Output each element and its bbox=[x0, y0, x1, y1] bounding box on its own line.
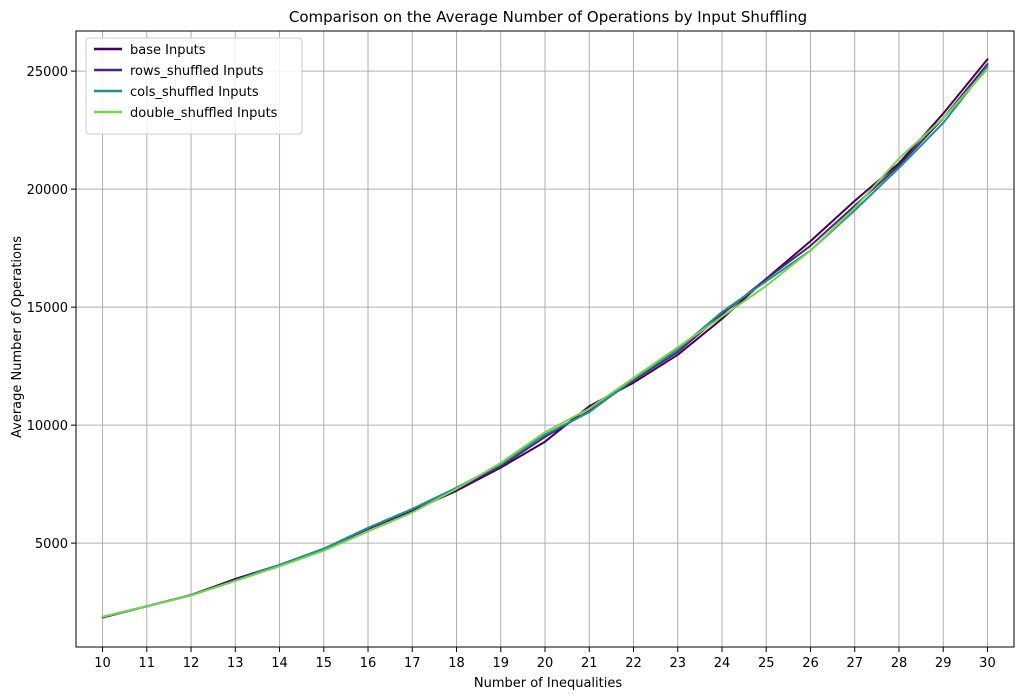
x-tick-label: 14 bbox=[271, 656, 288, 671]
x-tick-label: 30 bbox=[979, 656, 996, 671]
x-tick-label: 15 bbox=[316, 656, 333, 671]
y-axis: 5000 10000 15000 20000 25000 bbox=[27, 65, 76, 552]
x-tick-label: 10 bbox=[94, 656, 111, 671]
y-tick-label: 20000 bbox=[27, 183, 68, 198]
x-tick-label: 24 bbox=[714, 656, 731, 671]
x-tick-label: 19 bbox=[492, 656, 509, 671]
x-tick-label: 23 bbox=[669, 656, 686, 671]
series-layer bbox=[101, 58, 989, 619]
x-tick-label: 25 bbox=[758, 656, 775, 671]
legend-label-3: double_shuffled Inputs bbox=[130, 106, 278, 121]
chart-title: Comparison on the Average Number of Oper… bbox=[289, 8, 807, 26]
y-tick-label: 10000 bbox=[27, 419, 68, 434]
x-tick-label: 22 bbox=[625, 656, 642, 671]
x-axis-label: Number of Inequalities bbox=[474, 676, 622, 691]
y-tick-label: 25000 bbox=[27, 65, 68, 80]
x-tick-label: 29 bbox=[935, 656, 952, 671]
x-axis: 10 11 12 13 14 15 16 17 18 19 20 21 22 23 24 25 26 27 28 29… bbox=[94, 647, 996, 671]
y-tick-label: 15000 bbox=[27, 301, 68, 316]
x-tick-label: 17 bbox=[404, 656, 421, 671]
legend: base Inputs rows_shuffled Inputs cols_shuf… bbox=[85, 37, 303, 135]
x-tick-label: 18 bbox=[448, 656, 465, 671]
x-tick-label: 27 bbox=[846, 656, 863, 671]
x-tick-label: 28 bbox=[891, 656, 908, 671]
x-tick-label: 13 bbox=[227, 656, 244, 671]
x-tick-label: 12 bbox=[183, 656, 200, 671]
legend-label-2: cols_shuffled Inputs bbox=[130, 85, 259, 100]
x-tick-label: 20 bbox=[537, 656, 554, 671]
grid bbox=[76, 31, 1014, 647]
series-line-3 bbox=[101, 67, 989, 618]
x-tick-label: 21 bbox=[581, 656, 598, 671]
x-tick-label: 26 bbox=[802, 656, 819, 671]
y-axis-label: Average Number of Operations bbox=[10, 236, 25, 438]
legend-label-1: rows_shuffled Inputs bbox=[130, 64, 264, 79]
y-tick-label: 5000 bbox=[35, 537, 68, 552]
legend-label-0: base Inputs bbox=[130, 43, 206, 58]
x-tick-label: 16 bbox=[360, 656, 377, 671]
legend-box bbox=[85, 37, 303, 135]
x-tick-label: 11 bbox=[139, 656, 156, 671]
